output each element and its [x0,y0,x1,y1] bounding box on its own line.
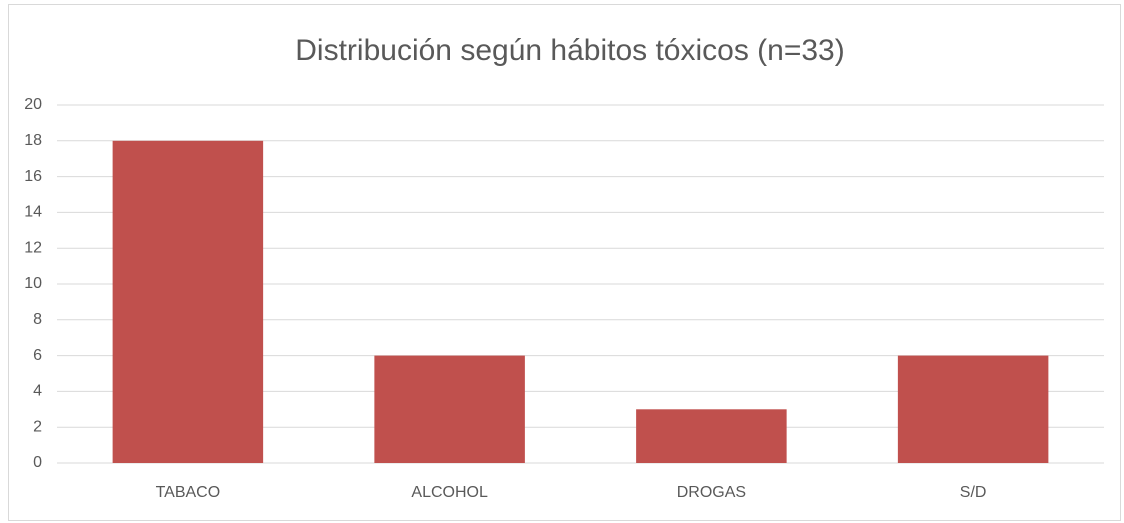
x-tick-label: TABACO [156,484,221,501]
bar [374,355,525,463]
y-tick-label: 4 [33,383,42,400]
x-tick-label: DROGAS [677,484,746,501]
y-tick-label: 16 [24,168,42,185]
x-tick-label: ALCOHOL [411,484,488,501]
bar [636,409,787,463]
y-tick-label: 8 [33,311,42,328]
bar [897,355,1049,463]
bar [112,140,264,464]
y-tick-label: 10 [24,275,42,292]
y-tick-label: 12 [24,239,42,256]
y-tick-label: 0 [33,454,42,471]
y-tick-label: 2 [33,418,42,435]
y-tick-label: 14 [24,204,42,221]
y-tick-label: 20 [24,96,42,113]
chart-title: Distribución según hábitos tóxicos (n=33… [295,34,844,67]
y-tick-label: 6 [33,347,42,364]
y-tick-label: 18 [24,132,42,149]
x-tick-label: S/D [960,484,987,501]
